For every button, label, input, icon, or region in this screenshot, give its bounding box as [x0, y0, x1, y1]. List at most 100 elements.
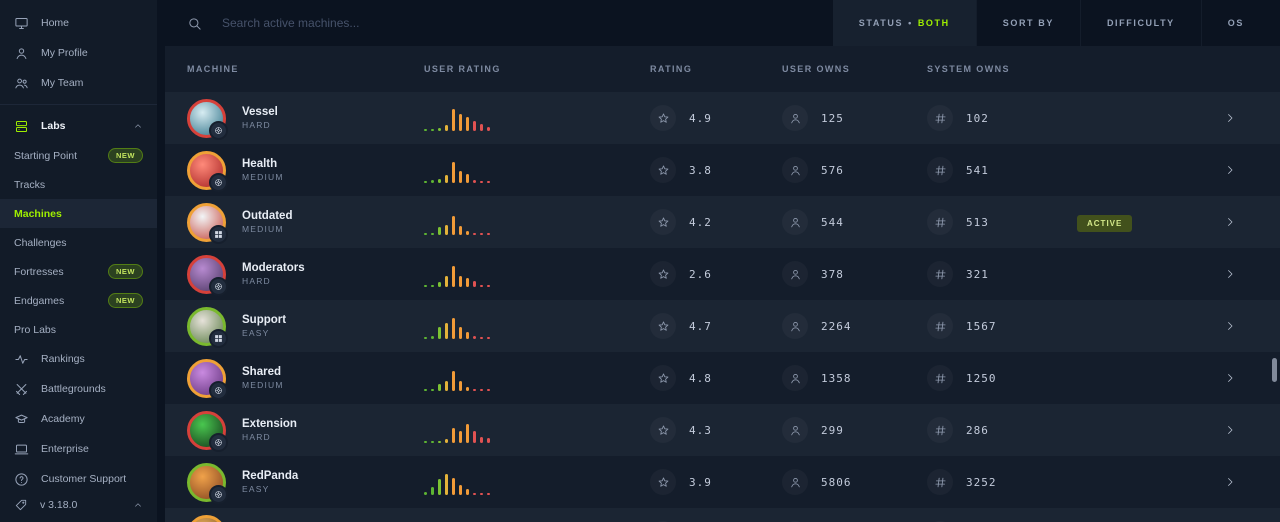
machine-name: Health	[242, 158, 278, 170]
sidebar-item-fortresses[interactable]: Fortresses NEW	[0, 257, 157, 286]
user-owns: 2264	[782, 313, 927, 339]
labs-icon	[14, 119, 29, 134]
icon-chip	[927, 261, 953, 287]
machine-cell: RedPanda EASY	[187, 462, 424, 504]
user-owns: 5806	[782, 469, 927, 495]
machine-avatar	[187, 514, 226, 522]
col-system-owns: SYSTEM OWNS	[927, 64, 1010, 74]
row-chevron-cell[interactable]	[1180, 164, 1280, 176]
rating: 4.9	[650, 105, 782, 131]
table-row[interactable]	[165, 508, 1280, 522]
star-icon	[657, 216, 670, 229]
user-icon	[789, 112, 802, 125]
search-box[interactable]	[165, 15, 833, 31]
os-filter-button[interactable]: OS	[1200, 0, 1270, 46]
row-chevron-cell[interactable]	[1180, 424, 1280, 436]
academy-icon	[14, 412, 29, 427]
sidebar-item-rankings[interactable]: Rankings	[0, 344, 157, 374]
machine-avatar	[187, 358, 228, 400]
machine-cell: Support EASY	[187, 306, 424, 348]
rating: 3.8	[650, 157, 782, 183]
status-filter-button[interactable]: STATUS • BOTH	[832, 0, 976, 46]
star-icon	[657, 372, 670, 385]
user-owns: 378	[782, 261, 927, 287]
machine-name: Moderators	[242, 262, 305, 274]
sort-by-button[interactable]: SORT BY	[975, 0, 1080, 46]
col-machine: MACHINE	[187, 64, 239, 74]
user-rating-histogram	[424, 209, 650, 235]
icon-chip	[782, 313, 808, 339]
sidebar-version[interactable]: v 3.18.0	[0, 488, 157, 522]
sidebar-item-academy[interactable]: Academy	[0, 404, 157, 434]
row-chevron-cell[interactable]	[1180, 320, 1280, 332]
icon-chip	[782, 365, 808, 391]
machine-difficulty: MEDIUM	[242, 172, 284, 182]
table-row[interactable]: Health MEDIUM 3.8 576 541	[165, 144, 1280, 196]
sidebar-item-customer-support[interactable]: Customer Support	[0, 464, 157, 494]
rating: 3.9	[650, 469, 782, 495]
row-chevron-cell[interactable]	[1180, 476, 1280, 488]
user-icon	[789, 320, 802, 333]
rating-value: 4.7	[689, 319, 712, 333]
machine-difficulty: MEDIUM	[242, 380, 284, 390]
search-input[interactable]	[220, 15, 524, 31]
icon-chip	[650, 469, 676, 495]
machine-cell: Extension HARD	[187, 410, 424, 452]
sidebar-item-label: Rankings	[41, 353, 85, 365]
os-badge	[209, 172, 228, 192]
user-rating-histogram	[424, 261, 650, 287]
sidebar-item-tracks[interactable]: Tracks	[0, 170, 157, 199]
sidebar-item-battlegrounds[interactable]: Battlegrounds	[0, 374, 157, 404]
sidebar-item-labs[interactable]: Labs	[0, 111, 157, 141]
table-row[interactable]: Moderators HARD 2.6 378 321	[165, 248, 1280, 300]
sidebar-item-my-team[interactable]: My Team	[0, 68, 157, 98]
table-row[interactable]: Extension HARD 4.3 299 286	[165, 404, 1280, 456]
sidebar-item-label: Academy	[41, 413, 85, 425]
wheel-icon	[214, 386, 223, 395]
table-row[interactable]: Outdated MEDIUM 4.2 544 513 ACTIVE	[165, 196, 1280, 248]
os-badge	[209, 328, 228, 348]
table-header: MACHINE USER RATING RATING USER OWNS SYS…	[165, 46, 1280, 92]
sidebar-item-label: My Profile	[41, 47, 88, 59]
user-rating-histogram	[424, 469, 650, 495]
chevron-right-icon	[1224, 112, 1236, 124]
sidebar-item-starting-point[interactable]: Starting Point NEW	[0, 141, 157, 170]
row-chevron-cell[interactable]	[1180, 216, 1280, 228]
sidebar-item-label: Fortresses	[14, 265, 64, 278]
table-row[interactable]: Vessel HARD 4.9 125 102	[165, 92, 1280, 144]
row-chevron-cell[interactable]	[1180, 268, 1280, 280]
star-icon	[657, 424, 670, 437]
machine-cell: Vessel HARD	[187, 98, 424, 140]
user-icon	[789, 268, 802, 281]
sidebar-item-pro-labs[interactable]: Pro Labs	[0, 315, 157, 344]
row-chevron-cell[interactable]	[1180, 112, 1280, 124]
scrollbar-thumb[interactable]	[1272, 358, 1277, 382]
chevron-right-icon	[1224, 268, 1236, 280]
sidebar-item-label: Machines	[14, 207, 62, 220]
machine-avatar	[187, 410, 228, 452]
sidebar-item-enterprise[interactable]: Enterprise	[0, 434, 157, 464]
system-owns-value: 513	[966, 215, 989, 229]
sidebar-item-machines[interactable]: Machines	[0, 199, 157, 228]
sidebar-item-challenges[interactable]: Challenges	[0, 228, 157, 257]
difficulty-filter-button[interactable]: DIFFICULTY	[1079, 0, 1201, 46]
sidebar-item-endgames[interactable]: Endgames NEW	[0, 286, 157, 315]
machine-difficulty: HARD	[242, 276, 271, 286]
table-row[interactable]: RedPanda EASY 3.9 5806 3252	[165, 456, 1280, 508]
new-badge: NEW	[108, 264, 143, 279]
chevron-up-icon	[133, 500, 143, 510]
machine-cell: Health MEDIUM	[187, 150, 424, 192]
star-icon	[657, 320, 670, 333]
sidebar-item-label: My Team	[41, 77, 84, 89]
machine-difficulty: HARD	[242, 432, 271, 442]
os-badge	[209, 432, 228, 452]
row-chevron-cell[interactable]	[1180, 372, 1280, 384]
icon-chip	[927, 417, 953, 443]
user-icon	[14, 46, 29, 61]
table-row[interactable]: Shared MEDIUM 4.8 1358 1250	[165, 352, 1280, 404]
sidebar-item-my-profile[interactable]: My Profile	[0, 38, 157, 68]
sidebar-item-label: Home	[41, 17, 70, 29]
new-badge: NEW	[108, 148, 143, 163]
sidebar-item-home[interactable]: Home	[0, 8, 157, 38]
table-row[interactable]: Support EASY 4.7 2264 1567	[165, 300, 1280, 352]
